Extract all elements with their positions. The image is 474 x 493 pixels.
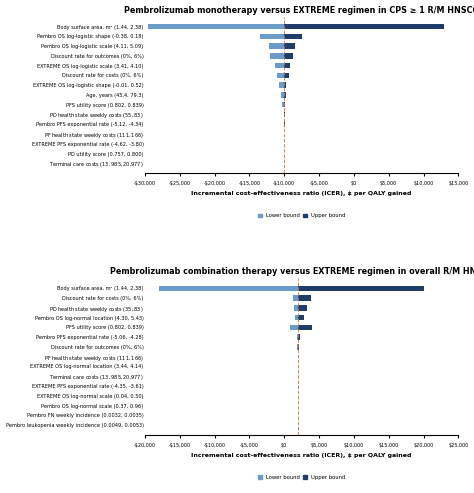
Bar: [294, 305, 298, 311]
Bar: [284, 34, 301, 39]
Title: Pembrolizumab monotherapy versus EXTREME regimen in CPS ≥ 1 R/M HNSCC: Pembrolizumab monotherapy versus EXTREME…: [125, 5, 474, 15]
Bar: [284, 92, 286, 98]
Bar: [281, 92, 284, 98]
Bar: [159, 285, 298, 291]
Bar: [270, 53, 284, 59]
Bar: [276, 72, 284, 78]
Bar: [298, 344, 299, 350]
Bar: [298, 334, 300, 340]
Bar: [283, 112, 284, 117]
X-axis label: Incremental cost-effectiveness ratio (ICER), $ per QALY gained: Incremental cost-effectiveness ratio (IC…: [191, 191, 412, 196]
Title: Pembrolizumab combination therapy versus EXTREME regimen in overall R/M HNSCC: Pembrolizumab combination therapy versus…: [109, 267, 474, 277]
Bar: [284, 24, 445, 29]
Bar: [298, 285, 423, 291]
Bar: [290, 325, 298, 330]
Bar: [298, 325, 312, 330]
Bar: [282, 102, 284, 107]
Bar: [269, 43, 284, 49]
Bar: [279, 82, 284, 88]
Bar: [284, 53, 292, 59]
X-axis label: Incremental cost-effectiveness ratio (ICER), $ per QALY gained: Incremental cost-effectiveness ratio (IC…: [191, 453, 412, 458]
Legend: Lower bound, Upper bound: Lower bound, Upper bound: [255, 211, 347, 220]
Bar: [284, 72, 289, 78]
Bar: [284, 43, 295, 49]
Bar: [284, 63, 290, 69]
Bar: [298, 315, 304, 320]
Bar: [297, 334, 298, 340]
Bar: [298, 295, 310, 301]
Legend: Lower bound, Upper bound: Lower bound, Upper bound: [255, 473, 347, 482]
Bar: [284, 102, 285, 107]
Bar: [292, 295, 298, 301]
Bar: [298, 305, 307, 311]
Bar: [260, 34, 284, 39]
Bar: [295, 315, 298, 320]
Bar: [275, 63, 284, 69]
Bar: [148, 24, 284, 29]
Bar: [284, 82, 286, 88]
